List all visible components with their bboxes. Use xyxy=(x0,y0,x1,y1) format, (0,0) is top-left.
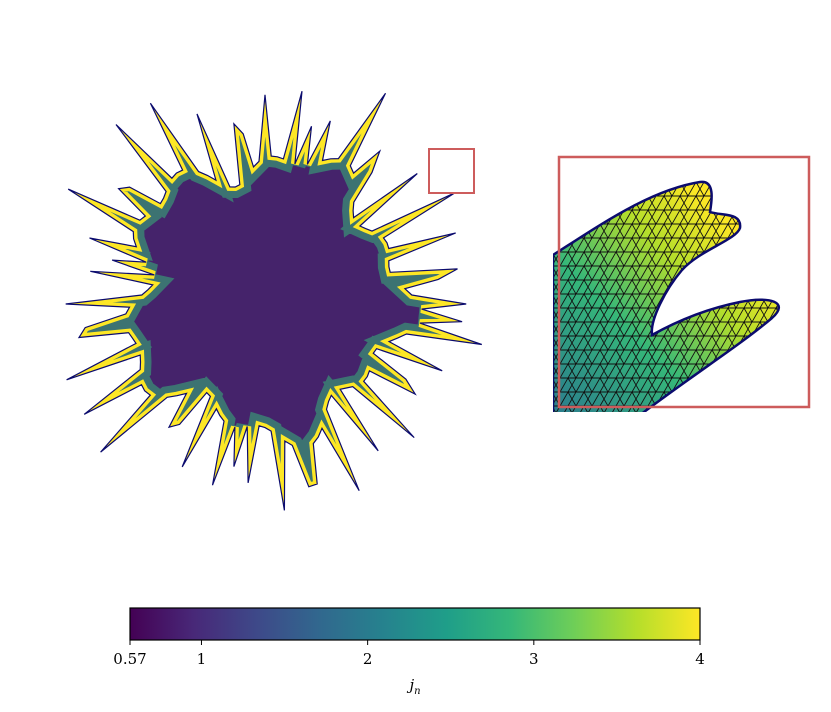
label-symbol: j xyxy=(406,676,414,694)
inset-outline xyxy=(553,180,780,412)
domain-shape xyxy=(65,91,482,511)
colorbar-tick-label: 4 xyxy=(695,650,705,668)
colorbar-tick-label: 3 xyxy=(529,650,539,668)
colorbar-tick-label: 2 xyxy=(363,650,373,668)
colorbar-fill xyxy=(129,607,701,641)
domain-outline xyxy=(65,91,482,511)
inset-mesh xyxy=(553,181,779,412)
colorbar-tick-label: 1 xyxy=(197,650,207,668)
colorbar-label: jn xyxy=(406,676,420,697)
zoom-box xyxy=(428,148,475,194)
colorbar-tick-label: 0.57 xyxy=(113,650,146,668)
inset-frame xyxy=(557,155,811,409)
inset xyxy=(553,180,780,412)
colorbar: 0.57 1 2 3 4 xyxy=(113,607,705,668)
label-subscript: n xyxy=(414,686,420,697)
